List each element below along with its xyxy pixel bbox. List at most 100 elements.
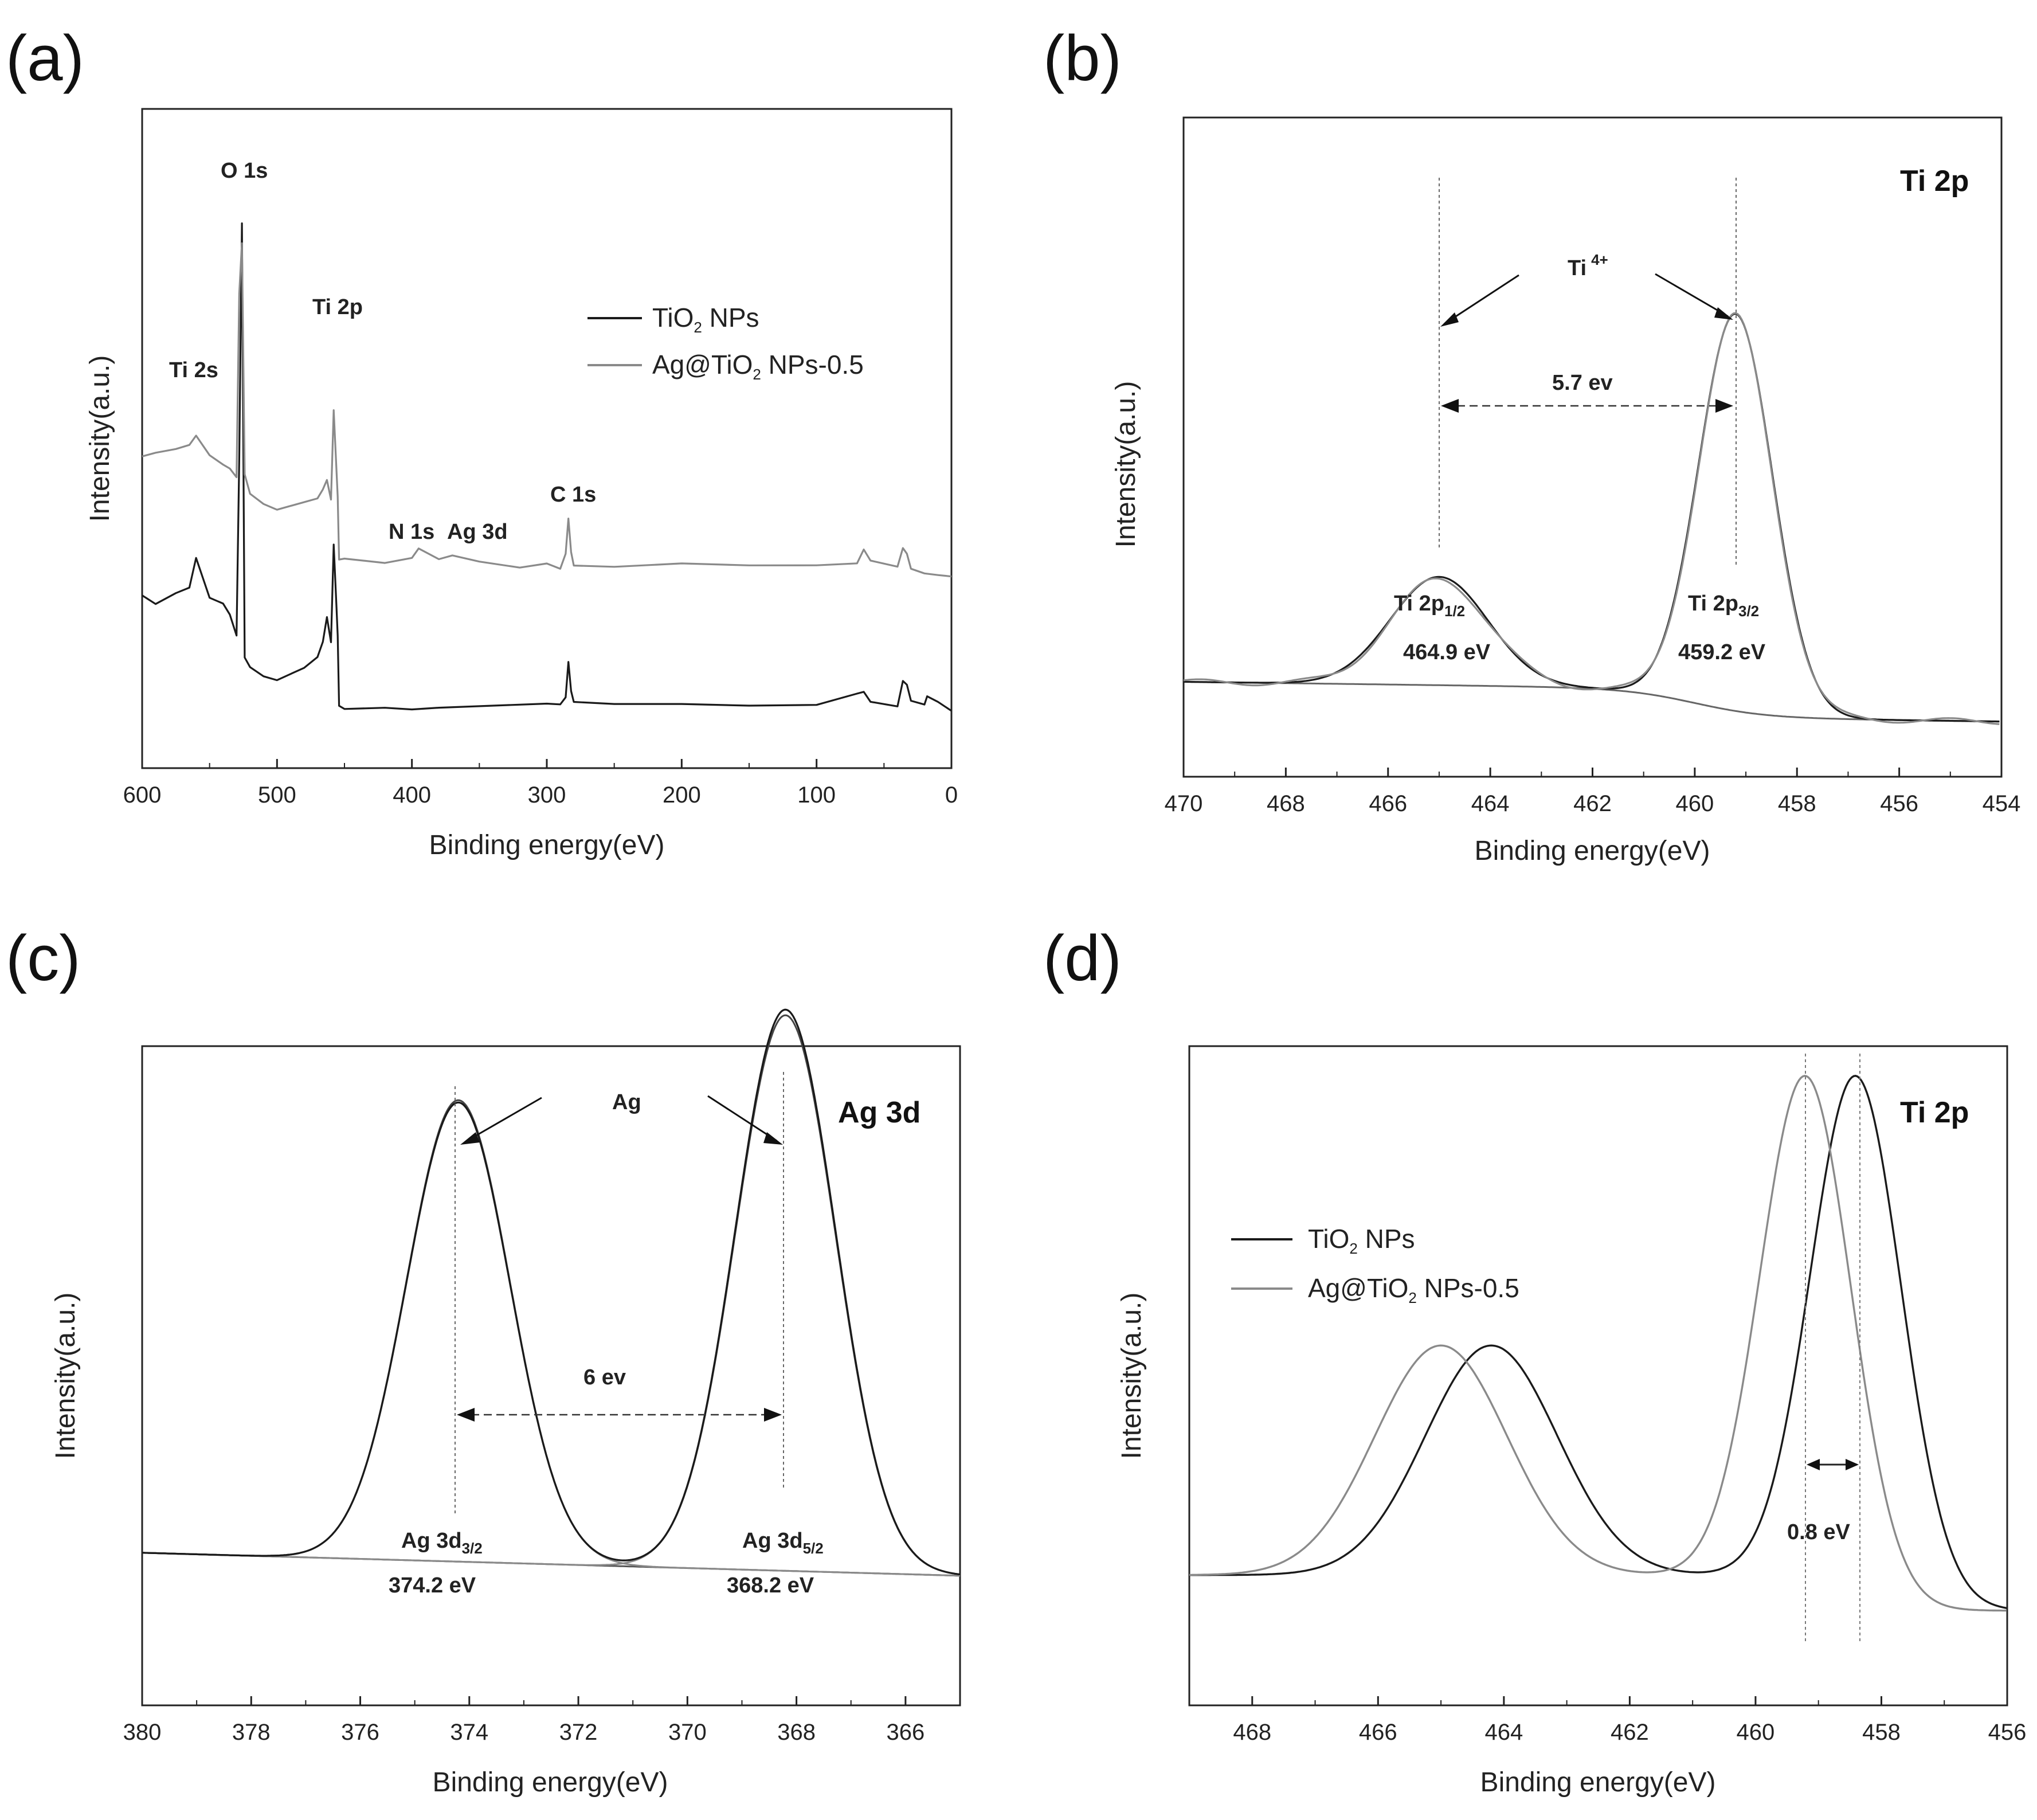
annotation-ag3d: Ag 3d bbox=[447, 520, 508, 544]
x-tick-label: 0 bbox=[945, 782, 958, 808]
panel-a: 600 500 400 300 200 100 0 Binding energy(eV) I… bbox=[85, 108, 958, 860]
x-tick-label: 466 bbox=[1369, 791, 1407, 816]
component-ag3d32 bbox=[142, 1101, 960, 1577]
arrow-to-ti2p32 bbox=[1655, 273, 1729, 318]
series-line-ag bbox=[142, 242, 952, 578]
arrowhead-b1 bbox=[1440, 312, 1459, 327]
x-tick-label: 368 bbox=[777, 1720, 816, 1745]
legend-label-tio2: TiO2 NPs bbox=[652, 303, 759, 336]
legend-label-d-ag: Ag@TiO2 NPs-0.5 bbox=[1308, 1273, 1519, 1306]
component-ag3d52 bbox=[142, 1008, 961, 1575]
x-ticks-a: 600 500 400 300 200 100 0 bbox=[123, 759, 958, 808]
x-tick-label: 370 bbox=[668, 1720, 707, 1745]
x-ticks-d: 468 466 464 462 460 458 456 bbox=[1233, 1696, 2026, 1745]
plot-frame-a bbox=[141, 108, 953, 769]
x-axis-title-d: Binding energy(eV) bbox=[1480, 1767, 1716, 1798]
shift-head-d-right bbox=[1846, 1459, 1859, 1470]
peak-label-ag3d52: Ag 3d5/2 bbox=[742, 1529, 824, 1557]
peak-energy-ag3d32: 374.2 eV bbox=[389, 1574, 476, 1598]
series-lines-a bbox=[142, 222, 952, 712]
annotation-ti2p: Ti 2p bbox=[312, 295, 363, 319]
arrow-to-ag3d32 bbox=[467, 1097, 542, 1142]
legend-label-d-tio2: TiO2 NPs bbox=[1308, 1224, 1415, 1257]
arrowhead-b2 bbox=[1714, 307, 1733, 320]
x-tick-label: 400 bbox=[393, 782, 431, 808]
annotation-c1s: C 1s bbox=[550, 483, 596, 507]
y-axis-title-a: Intensity(a.u.) bbox=[85, 355, 115, 522]
shift-label-d: 0.8 eV bbox=[1787, 1520, 1851, 1544]
x-tick-label: 464 bbox=[1471, 791, 1510, 816]
series-line-d-tio2 bbox=[1189, 1075, 2007, 1609]
series-line-tio2 bbox=[142, 222, 952, 712]
peak-label-ti2p12: Ti 2p1/2 bbox=[1394, 592, 1465, 620]
shift-head-d-left bbox=[1807, 1459, 1820, 1470]
x-tick-label: 454 bbox=[1983, 791, 2021, 816]
annotation-ti2s: Ti 2s bbox=[169, 358, 218, 382]
x-tick-label: 464 bbox=[1484, 1720, 1523, 1745]
series-lines-d bbox=[1189, 1075, 2007, 1612]
species-label-c: Ag bbox=[612, 1090, 641, 1114]
x-tick-label: 366 bbox=[886, 1720, 925, 1745]
corner-title-d: Ti 2p bbox=[1900, 1096, 1969, 1129]
x-ticks-b: 470 468 466 464 462 460 458 456 454 bbox=[1165, 768, 2021, 816]
series-line-d-ag bbox=[1189, 1075, 2007, 1612]
x-tick-label: 458 bbox=[1778, 791, 1816, 816]
x-axis-title-b: Binding energy(eV) bbox=[1475, 836, 1710, 866]
x-tick-label: 468 bbox=[1233, 1720, 1271, 1745]
peak-energy-ti2p32: 459.2 eV bbox=[1678, 640, 1766, 664]
panel-label-d: (d) bbox=[1043, 922, 1122, 994]
y-axis-title-c: Intensity(a.u.) bbox=[50, 1293, 81, 1459]
fit-line-c bbox=[142, 1014, 961, 1576]
panel-label-c: (c) bbox=[6, 922, 81, 994]
x-axis-title-c: Binding energy(eV) bbox=[433, 1767, 668, 1798]
species-label-b: Ti 4+ bbox=[1568, 251, 1608, 280]
y-axis-title-d: Intensity(a.u.) bbox=[1117, 1293, 1147, 1459]
peak-label-ag3d32: Ag 3d3/2 bbox=[401, 1529, 483, 1557]
peak-energy-ti2p12: 464.9 eV bbox=[1403, 640, 1491, 664]
fit-line-b bbox=[1183, 312, 2000, 725]
spectrum-line-b bbox=[1184, 312, 2000, 723]
x-tick-label: 380 bbox=[123, 1720, 162, 1745]
arrow-to-ag3d52 bbox=[707, 1095, 777, 1142]
x-tick-label: 466 bbox=[1359, 1720, 1397, 1745]
x-ticks-c: 380 378 376 374 372 370 368 366 bbox=[123, 1696, 925, 1745]
series-lines-c bbox=[142, 1008, 961, 1577]
series-lines-b bbox=[1183, 312, 2000, 725]
x-tick-label: 468 bbox=[1267, 791, 1305, 816]
legend-d: TiO2 NPs Ag@TiO2 NPs-0.5 bbox=[1231, 1224, 1519, 1306]
x-tick-label: 456 bbox=[1880, 791, 1918, 816]
plot-frame-c bbox=[141, 1045, 961, 1707]
annotation-o1s: O 1s bbox=[221, 159, 268, 183]
y-axis-title-b: Intensity(a.u.) bbox=[1111, 381, 1141, 548]
legend-label-ag: Ag@TiO2 NPs-0.5 bbox=[652, 350, 864, 383]
panel-c: 380 378 376 374 372 370 368 366 Binding energy(… bbox=[50, 1008, 961, 1798]
x-tick-label: 460 bbox=[1676, 791, 1714, 816]
x-tick-label: 458 bbox=[1862, 1720, 1901, 1745]
x-tick-label: 100 bbox=[797, 782, 836, 808]
x-tick-label: 374 bbox=[450, 1720, 488, 1745]
x-tick-label: 372 bbox=[559, 1720, 598, 1745]
x-axis-title-a: Binding energy(eV) bbox=[429, 830, 665, 860]
split-head-c-right bbox=[764, 1408, 782, 1422]
panel-b: 470 468 466 464 462 460 458 456 454 Binding ener… bbox=[1111, 116, 2021, 866]
x-tick-label: 376 bbox=[341, 1720, 379, 1745]
panel-d: 468 466 464 462 460 458 456 Binding energy(eV)… bbox=[1117, 1045, 2026, 1798]
x-tick-label: 462 bbox=[1573, 791, 1612, 816]
plot-frame-d bbox=[1188, 1045, 2008, 1707]
spectrum-line-c bbox=[142, 1008, 961, 1576]
split-head-c-left bbox=[457, 1408, 475, 1422]
arrowhead-c1 bbox=[460, 1132, 480, 1145]
splitting-label-c: 6 ev bbox=[583, 1365, 626, 1390]
x-tick-label: 456 bbox=[1988, 1720, 2027, 1745]
panel-label-b: (b) bbox=[1043, 22, 1122, 94]
peak-energy-ag3d52: 368.2 eV bbox=[727, 1574, 814, 1598]
panel-label-a: (a) bbox=[6, 22, 84, 94]
splitting-label-b: 5.7 ev bbox=[1552, 371, 1613, 395]
annotation-n1s: N 1s bbox=[389, 520, 434, 544]
split-head-b-left bbox=[1441, 399, 1459, 413]
x-tick-label: 600 bbox=[123, 782, 162, 808]
x-tick-label: 200 bbox=[663, 782, 701, 808]
arrowhead-c2 bbox=[763, 1132, 783, 1145]
x-tick-label: 470 bbox=[1165, 791, 1203, 816]
